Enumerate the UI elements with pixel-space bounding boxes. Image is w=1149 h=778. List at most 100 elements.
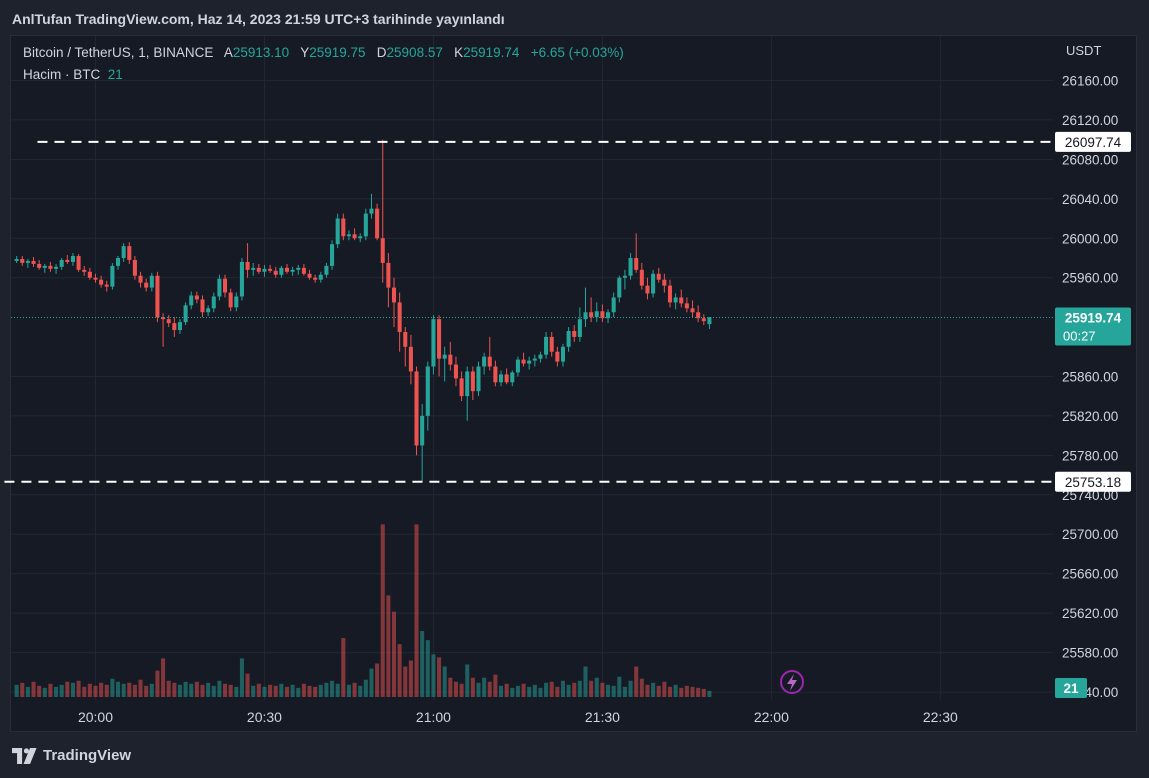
volume-bar — [673, 684, 678, 697]
volume-bar — [31, 681, 36, 697]
publisher-header: AnlTufan TradingView.com, Haz 14, 2023 2… — [12, 11, 505, 27]
candle-body — [487, 356, 492, 367]
volume-bar — [555, 686, 560, 697]
volume-bar — [532, 684, 537, 697]
candle-body — [59, 259, 64, 267]
candle-body — [301, 267, 306, 274]
volume-bar — [251, 685, 256, 697]
candle-body — [544, 336, 549, 355]
candle-body — [251, 267, 256, 270]
volume-bar — [82, 686, 87, 697]
volume-bar — [115, 681, 121, 697]
volume-bar — [121, 683, 126, 697]
candle-body — [493, 366, 498, 383]
candle-body — [617, 277, 622, 298]
price-axis[interactable]: 26160.00 26120.00 26080.00 26040.00 26000.00… — [1062, 73, 1118, 700]
candle-body — [476, 366, 481, 392]
price-label-box — [1055, 471, 1131, 492]
chart-frame[interactable] — [10, 35, 1137, 732]
candle-body — [448, 354, 453, 365]
volume-bar — [217, 680, 222, 697]
volume-bar — [577, 680, 582, 697]
candle-body — [161, 317, 166, 320]
time-axis[interactable]: 20:00 20:30 21:00 21:30 22:00 22:30 — [78, 709, 958, 725]
candle-body — [65, 259, 70, 262]
time-tick-label: 20:30 — [247, 709, 282, 725]
candle-body — [690, 308, 695, 313]
volume-bar — [301, 683, 306, 697]
volume-label: Hacim · BTC — [23, 67, 101, 82]
volume-bar — [606, 684, 611, 697]
candle-body — [296, 267, 301, 270]
candle-body — [284, 267, 290, 272]
candle-body — [549, 336, 554, 352]
volume-bar — [707, 690, 712, 697]
volume-bar — [380, 524, 385, 697]
candle-body — [560, 346, 566, 362]
volume-bar — [279, 683, 284, 697]
volume-bar — [651, 682, 656, 697]
price-labels: 26097.74 25919.74 00:27 25753.18 21 — [1055, 131, 1131, 698]
price-label-box — [1055, 131, 1131, 152]
candle-body — [110, 265, 115, 287]
price-tick-label: 26160.00 — [1062, 73, 1118, 88]
high-label: Y — [300, 45, 310, 60]
candle-body — [256, 267, 261, 272]
volume-bar — [211, 685, 216, 697]
volume-bar — [99, 682, 104, 697]
volume-bar — [245, 673, 250, 697]
candle-body — [335, 218, 340, 245]
candle-body — [104, 284, 109, 287]
candle-body — [498, 374, 504, 383]
candle-body — [679, 297, 684, 304]
volume-bar — [70, 682, 75, 697]
candle-body — [127, 246, 132, 260]
candle-body — [166, 319, 171, 324]
volume-bar — [194, 681, 199, 697]
candle-body — [645, 285, 650, 294]
volume-bar — [54, 686, 59, 697]
volume-bar — [177, 684, 183, 697]
alert-icon[interactable] — [780, 670, 804, 694]
candle-body — [194, 295, 199, 300]
volume-bar — [617, 676, 622, 697]
volume-bar — [262, 686, 267, 697]
tradingview-brand[interactable]: TradingView — [12, 747, 131, 764]
candle-body — [223, 278, 228, 293]
candle-body — [583, 312, 588, 320]
candle-body — [93, 277, 98, 280]
symbol-legend: Bitcoin / TetherUS, 1, BINANCE A25913.10… — [23, 45, 624, 60]
candle-body — [696, 312, 701, 319]
candle-body — [606, 312, 611, 319]
volume-bar — [583, 666, 588, 697]
candle-body — [442, 354, 447, 359]
candle-body — [48, 265, 53, 269]
candle-body — [290, 269, 295, 272]
volume-bar — [110, 678, 115, 697]
candle-body — [628, 257, 633, 276]
volume-bar — [166, 680, 171, 697]
volume-bar — [397, 644, 402, 697]
price-tick-label: 26080.00 — [1062, 152, 1118, 167]
candle-body — [662, 279, 667, 286]
volume-bar — [504, 683, 509, 697]
candle-body — [465, 371, 470, 397]
volume-bar — [572, 682, 577, 697]
high-value: 25919.75 — [309, 45, 366, 60]
volume-bar — [228, 684, 233, 697]
volume-bar — [239, 658, 244, 697]
candle-body — [577, 319, 582, 337]
volume-bar — [414, 524, 419, 697]
volume-bar — [515, 685, 520, 697]
volume-bar — [155, 670, 160, 697]
candle-body — [115, 257, 121, 266]
time-tick-label: 21:30 — [585, 709, 620, 725]
currency-label[interactable]: USDT — [1066, 43, 1102, 58]
candle-body — [149, 275, 154, 288]
volume-bar — [189, 683, 194, 697]
candle-body — [228, 292, 233, 308]
price-tick-label: 26040.00 — [1062, 192, 1118, 207]
volume-bar — [589, 680, 594, 697]
candle-body — [262, 268, 267, 272]
